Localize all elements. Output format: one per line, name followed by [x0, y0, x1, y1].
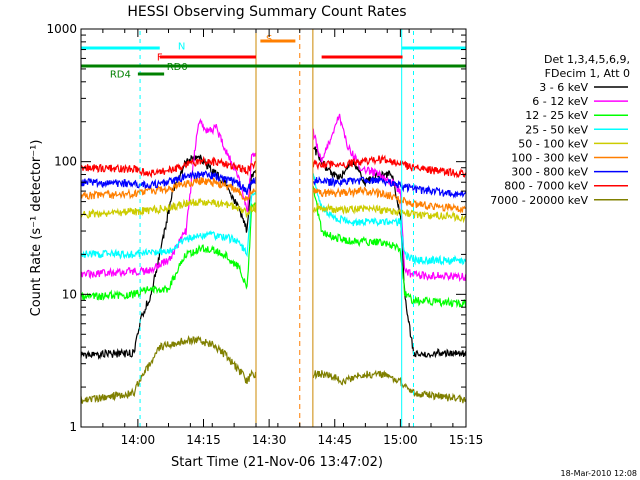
- legend: Det 1,3,4,5,6,9, FDecim 1, Att 0 3 - 6 k…: [490, 53, 630, 207]
- plot-frame: [80, 28, 467, 428]
- legend-label: 300 - 800 keV: [511, 166, 588, 179]
- x-tick-label: 14:45: [317, 433, 352, 447]
- legend-label: 800 - 7000 keV: [504, 180, 588, 193]
- marker-layer: S F N RD0 RD4: [80, 29, 466, 427]
- y-tick-label: 1: [69, 420, 77, 434]
- x-tick-label: 14:15: [186, 433, 221, 447]
- x-tick-label: 15:00: [383, 433, 418, 447]
- y-ticks: 1 10 100 1000: [46, 22, 466, 434]
- legend-label: 25 - 50 keV: [525, 123, 588, 136]
- series-line-25-50-kev: [80, 173, 467, 266]
- legend-label: 100 - 300 keV: [511, 152, 588, 165]
- chart-title: HESSI Observing Summary Count Rates: [127, 4, 406, 20]
- legend-label: 3 - 6 keV: [539, 81, 588, 94]
- series-line-7000-20000-kev: [80, 335, 467, 404]
- footer-timestamp: 18-Mar-2010 12:08: [561, 469, 638, 478]
- y-axis-label: Count Rate (s⁻¹ detector⁻¹): [29, 140, 44, 317]
- x-tick-label: 14:30: [252, 433, 287, 447]
- annotation-s: S: [266, 34, 272, 45]
- data-layer: [80, 113, 467, 404]
- y-tick-label: 10: [62, 287, 77, 301]
- legend-label: 12 - 25 keV: [525, 109, 588, 122]
- series-line-300-800-kev: [80, 169, 467, 199]
- x-tick-label: 14:00: [121, 433, 156, 447]
- series-line-12-25-kev: [80, 186, 467, 309]
- legend-label: 7000 - 20000 keV: [490, 194, 588, 207]
- legend-label: 6 - 12 keV: [532, 95, 588, 108]
- series-line-100-300-kev: [80, 177, 466, 214]
- annotation-rd4: RD4: [110, 70, 131, 81]
- series-line-50-100-kev: [80, 197, 467, 224]
- x-axis-label: Start Time (21-Nov-06 13:47:02): [171, 455, 383, 470]
- legend-header-line-1: Det 1,3,4,5,6,9,: [544, 53, 630, 66]
- x-tick-label: 15:15: [449, 433, 484, 447]
- legend-label: 50 - 100 keV: [518, 137, 588, 150]
- y-tick-label: 100: [54, 155, 77, 169]
- legend-header-line-2: FDecim 1, Att 0: [545, 67, 630, 80]
- x-ticks: 14:00 14:15 14:30 14:45 15:00 15:15: [80, 29, 484, 447]
- annotation-f: F: [157, 52, 163, 63]
- annotation-n: N: [178, 42, 185, 53]
- annotation-rd0: RD0: [167, 62, 188, 73]
- series-line-800-7000-kev: [80, 154, 467, 179]
- series-line-3-6-kev: [80, 146, 467, 360]
- y-tick-label: 1000: [46, 22, 77, 36]
